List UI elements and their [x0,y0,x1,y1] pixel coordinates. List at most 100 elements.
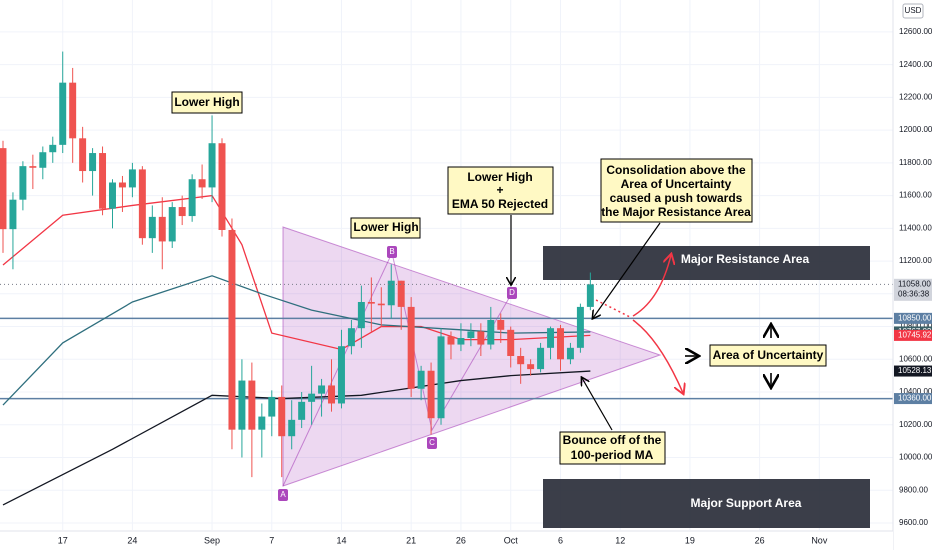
x-tick-label: 21 [406,535,416,545]
candle-body [387,280,395,306]
annotation-box [559,431,666,465]
price-label: 10850.00 [898,313,932,322]
x-tick-label: 12 [615,535,625,545]
price-label-box [894,278,932,301]
candle-body [487,319,495,345]
candle-body [9,199,17,230]
candle-body [218,143,226,230]
x-tick-label: 26 [456,535,466,545]
annotation-box [447,166,554,215]
candle-body [248,380,256,430]
triangle-pattern [282,226,662,487]
point-label: A [280,490,286,499]
candle-body [0,148,7,230]
moving-average [2,194,591,351]
candle-body [377,303,385,306]
candle-body [258,416,266,430]
pattern-points: A B C D [278,246,517,501]
y-tick-label: 9600.00 [899,518,928,527]
annotation: the Major Resistance Area [601,205,751,219]
y-tick-label: 11200.00 [899,256,932,265]
price-label: 10745.92 [898,331,932,340]
annotation: Lower High [353,220,418,234]
price-axis [893,0,932,550]
resistance-zone [543,246,870,280]
candle-body [288,419,296,437]
point-box [278,489,288,501]
candle-body [138,169,146,239]
x-tick-label: 26 [755,535,765,545]
point-label: D [509,288,515,297]
candle-body [39,152,47,168]
candle-body [188,179,196,217]
x-tick-label: 17 [58,535,68,545]
candle-body [79,138,87,172]
candle-body [397,280,405,307]
hlines [0,317,893,400]
candle-body [19,166,27,200]
price-label-box [894,312,932,324]
candle-body [437,336,445,419]
price-label: 10528.13 [898,366,932,375]
candle-body [128,169,136,188]
annotation: EMA 50 Rejected [452,197,548,211]
moving-average [2,275,591,406]
candle-body [69,82,77,139]
projection-up [632,255,671,317]
point-box [507,287,517,299]
candle-body [228,229,236,430]
annotation: + [496,183,503,197]
candle-body [308,393,316,402]
candle-body [407,306,415,389]
candle-body [497,319,505,330]
candle-body [566,347,574,360]
zone-label: Major Resistance Area [681,252,810,266]
candle-body [89,153,97,172]
price-label-box [894,393,932,405]
candle-body [29,166,37,168]
annotation: Area of Uncertainty [713,348,824,362]
candle-body [278,396,286,437]
candle-body [198,179,206,188]
zone-label: Major Support Area [691,496,802,510]
arrow [582,378,613,431]
x-tick-label: 14 [336,535,346,545]
candle-body [178,207,186,217]
price-label-box [894,329,932,341]
candle-body [318,385,326,394]
y-tick-label: 11600.00 [899,191,932,200]
x-tick-label: Oct [504,535,519,545]
candle-body [59,82,67,145]
currency-box [902,3,924,19]
price-label: 10360.00 [898,394,932,403]
projection [595,299,633,319]
x-tick-label: 7 [269,535,274,545]
x-tick-label: 24 [127,535,137,545]
price-label-box [894,365,932,377]
y-tick-label: 12400.00 [899,60,932,69]
candle-body [576,306,584,348]
candle-body [118,182,126,188]
annotation: Lower High [174,95,239,109]
candle-body [158,216,166,242]
annotation-box [709,344,827,367]
y-tick-label: 10000.00 [899,453,932,462]
x-tick-label: 19 [685,535,695,545]
annotation: Lower High [467,170,532,184]
x-tick-label: Sep [204,535,220,545]
axis-labels: 9600.009800.0010000.0010200.0010400.0010… [58,27,932,545]
point-box [387,246,397,258]
currency: USD [905,6,922,15]
price-label: 11058.00 [898,279,931,288]
y-tick-label: 11800.00 [899,158,932,167]
candle-body [537,347,545,370]
annotation-box [600,158,753,223]
y-tick-label: 9800.00 [899,485,928,494]
y-tick-label: 10800.00 [899,322,932,331]
candle-body [547,328,555,348]
candle-body [527,364,535,370]
time-axis [0,531,893,550]
annotation: caused a push towards [610,191,743,205]
annotation: Consolidation above the [606,163,746,177]
